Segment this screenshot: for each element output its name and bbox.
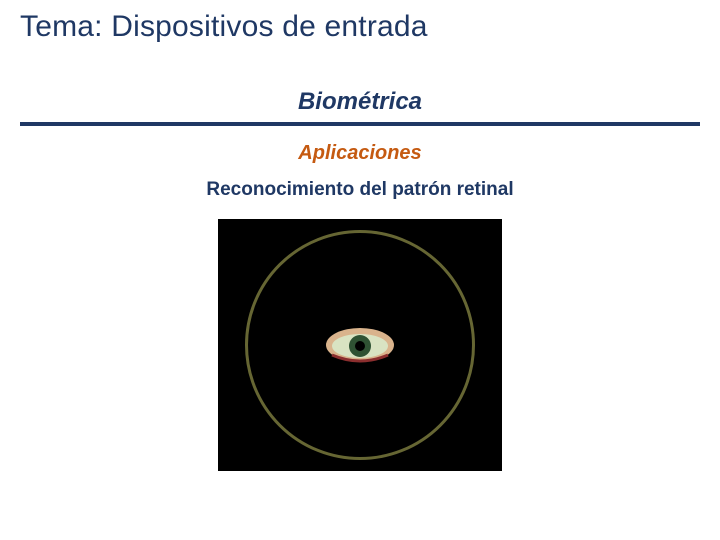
divider-line (20, 122, 700, 126)
slide: Tema: Dispositivos de entrada Biométrica… (0, 0, 720, 540)
slide-title: Tema: Dispositivos de entrada (20, 10, 700, 44)
eye-svg (324, 325, 396, 365)
eye-icon (324, 325, 396, 365)
section-heading: Aplicaciones (20, 142, 700, 165)
figure-caption: Reconocimiento del patrón retinal (20, 179, 700, 201)
retina-figure (218, 219, 502, 471)
subtitle-block: Biométrica (20, 88, 700, 126)
slide-subtitle: Biométrica (20, 88, 700, 116)
